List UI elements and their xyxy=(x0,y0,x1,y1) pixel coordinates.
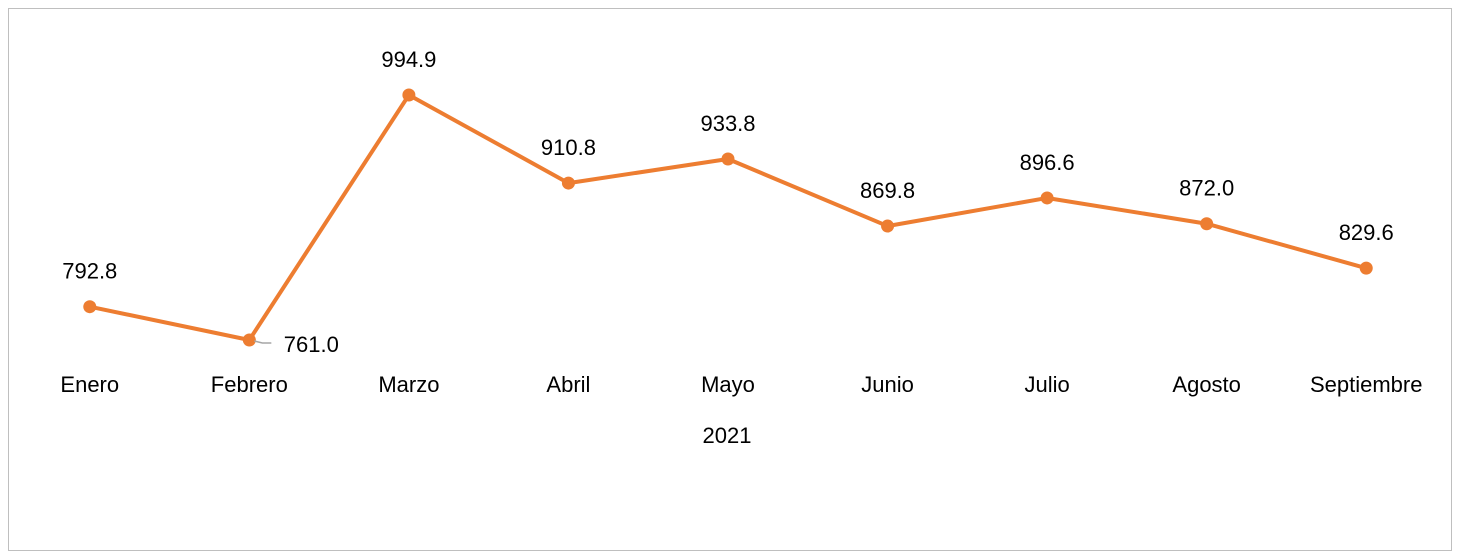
data-point xyxy=(402,88,416,102)
x-tick-label: Julio xyxy=(1024,372,1069,397)
x-tick-label: Agosto xyxy=(1172,372,1241,397)
x-tick-label: Marzo xyxy=(378,372,439,397)
data-point xyxy=(1200,217,1214,231)
data-label: 933.8 xyxy=(700,111,755,136)
leader-line xyxy=(254,340,272,344)
data-point xyxy=(242,333,256,347)
x-tick-label: Enero xyxy=(60,372,119,397)
data-point xyxy=(721,152,735,166)
data-label: 761.0 xyxy=(284,332,339,357)
data-label: 792.8 xyxy=(62,259,117,284)
data-point xyxy=(561,176,575,190)
data-label: 872.0 xyxy=(1179,176,1234,201)
data-label: 910.8 xyxy=(541,135,596,160)
data-label: 829.6 xyxy=(1339,220,1394,245)
x-tick-label: Junio xyxy=(861,372,914,397)
data-point xyxy=(881,219,895,233)
x-tick-label: Abril xyxy=(546,372,590,397)
x-tick-label: Septiembre xyxy=(1310,372,1423,397)
data-point xyxy=(1359,261,1373,275)
data-label: 869.8 xyxy=(860,178,915,203)
data-label: 994.9 xyxy=(381,47,436,72)
x-axis-label: 2021 xyxy=(703,423,752,448)
data-label: 896.6 xyxy=(1020,150,1075,175)
x-tick-label: Mayo xyxy=(701,372,755,397)
data-point xyxy=(83,300,97,314)
x-tick-label: Febrero xyxy=(211,372,288,397)
data-point xyxy=(1040,191,1054,205)
chart-border xyxy=(8,8,1452,551)
